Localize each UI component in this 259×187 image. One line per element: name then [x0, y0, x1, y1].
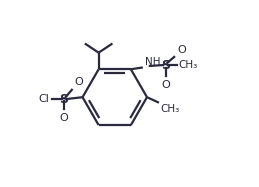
Text: NH: NH — [145, 56, 160, 67]
Text: O: O — [74, 77, 83, 87]
Text: Cl: Cl — [39, 94, 50, 104]
Text: CH₃: CH₃ — [179, 60, 198, 70]
Text: O: O — [177, 45, 186, 55]
Text: S: S — [60, 93, 69, 105]
Text: O: O — [60, 113, 68, 123]
Text: O: O — [162, 80, 170, 90]
Text: CH₃: CH₃ — [160, 104, 180, 114]
Text: S: S — [161, 59, 170, 72]
